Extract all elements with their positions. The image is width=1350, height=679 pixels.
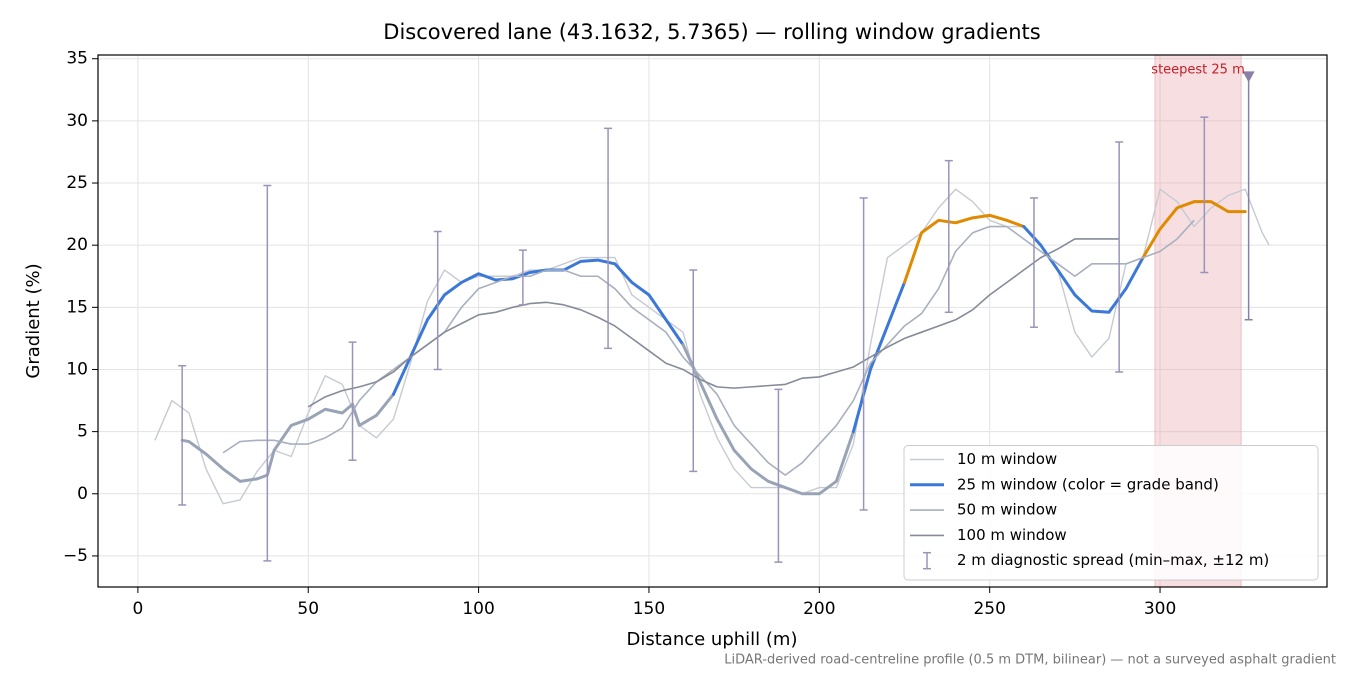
y-tick-label: 20 (66, 235, 88, 255)
series-line-segment (902, 213, 1026, 284)
series-line-segment (180, 392, 395, 483)
y-tick-label: 10 (66, 359, 88, 379)
y-tick-label: 25 (66, 173, 88, 193)
x-tick-label: 150 (633, 599, 665, 619)
series-line-segment (851, 280, 906, 434)
x-tick-label: 300 (1144, 599, 1176, 619)
legend-label: 50 m window (957, 501, 1057, 519)
y-tick-label: 15 (66, 297, 88, 317)
chart-title: Discovered lane (43.1632, 5.7365) — roll… (383, 20, 1040, 44)
axes-frame (97, 54, 1328, 588)
error-bar (604, 127, 613, 350)
error-bar (944, 159, 953, 314)
series-line-segment (391, 258, 685, 396)
error-bar (263, 184, 272, 562)
series-line (307, 238, 1120, 408)
error-bar (689, 269, 698, 473)
steepest-marker (1242, 71, 1255, 83)
y-tick-label: 35 (66, 49, 88, 69)
error-bar (859, 197, 868, 511)
error-bar (433, 230, 442, 371)
series-line-segment (681, 343, 855, 496)
error-bar (348, 341, 357, 461)
error-bar (178, 364, 187, 506)
series-line (154, 188, 1270, 505)
error-bar (1115, 141, 1124, 373)
series-line-segment (1022, 225, 1145, 314)
error-bar (518, 249, 527, 306)
legend-label: 25 m window (color = grade band) (957, 475, 1219, 493)
legend-swatch (923, 551, 931, 570)
x-axis-label: Distance uphill (m) (627, 629, 798, 650)
x-tick-label: 200 (803, 599, 835, 619)
x-tick-label: 0 (132, 599, 143, 619)
plot-area (154, 71, 1270, 563)
series-line-segment (1141, 200, 1247, 260)
steepest-label: steepest 25 m (1151, 63, 1244, 78)
footnote: LiDAR-derived road-centreline profile (0… (724, 653, 1336, 668)
series-line (222, 219, 1195, 476)
legend-box (903, 445, 1319, 581)
x-tick-label: 50 (297, 599, 319, 619)
error-bar (774, 388, 783, 563)
y-tick-label: 5 (77, 422, 88, 442)
legend: 10 m window 25 m window (color = grade ba… (903, 445, 1319, 581)
legend-label: 100 m window (957, 526, 1067, 544)
error-bar (1200, 116, 1209, 274)
y-axis-label: Gradient (%) (23, 263, 44, 378)
y-tick-label: 30 (66, 111, 88, 131)
legend-label: 2 m diagnostic spread (min–max, ±12 m) (957, 551, 1269, 569)
y-tick-label: 0 (77, 484, 88, 504)
error-bar (1029, 197, 1038, 328)
y-tick-label: −5 (63, 546, 88, 566)
legend-label: 10 m window (957, 450, 1057, 468)
x-tick-label: 250 (973, 599, 1005, 619)
x-tick-label: 100 (462, 599, 494, 619)
